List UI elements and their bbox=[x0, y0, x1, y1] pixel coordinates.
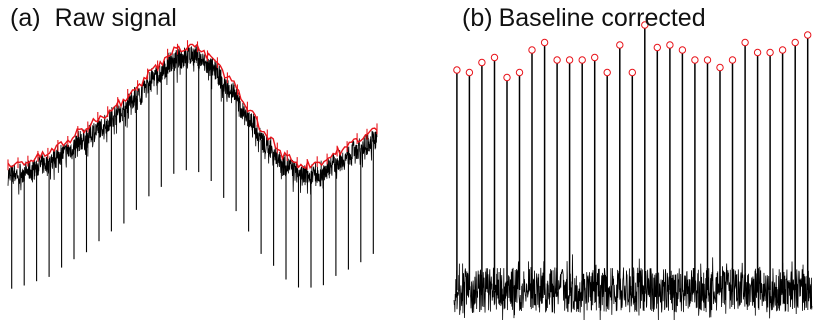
panel-raw-signal: (a) Raw signal bbox=[0, 0, 395, 320]
peak-marker bbox=[503, 73, 511, 82]
peak-marker bbox=[565, 56, 574, 64]
peak-marker bbox=[628, 68, 637, 77]
peak-marker bbox=[641, 21, 649, 29]
peak-marker bbox=[515, 68, 524, 77]
peak-marker bbox=[478, 58, 486, 67]
peak-envelope-line bbox=[7, 43, 378, 169]
panel-baseline-corrected: (b) Baseline corrected bbox=[440, 0, 815, 320]
peak-marker bbox=[603, 68, 611, 77]
peak-marker bbox=[490, 53, 499, 62]
baseline-corrected-plot bbox=[453, 21, 813, 320]
panel-b-title-text: Baseline corrected bbox=[498, 4, 706, 32]
peak-marker bbox=[591, 53, 599, 62]
peak-marker bbox=[528, 46, 536, 54]
peak-marker bbox=[791, 38, 799, 47]
peak-marker bbox=[653, 43, 662, 52]
peak-marker bbox=[804, 31, 812, 39]
peak-marker bbox=[678, 46, 687, 54]
peak-marker bbox=[716, 63, 724, 72]
panel-a-title: (a) Raw signal bbox=[10, 4, 177, 33]
peak-marker bbox=[778, 46, 787, 54]
peak-marker bbox=[453, 66, 461, 74]
peak-marker bbox=[691, 56, 699, 64]
peak-marker bbox=[766, 48, 774, 57]
panel-b-label: (b) bbox=[462, 4, 493, 32]
panel-b-title: (b) Baseline corrected bbox=[462, 4, 706, 33]
peak-marker bbox=[465, 68, 474, 77]
panel-a-label: (a) bbox=[10, 4, 41, 32]
peak-marker bbox=[728, 56, 737, 64]
raw-signal-line bbox=[7, 45, 378, 195]
peak-marker bbox=[753, 48, 762, 57]
peak-marker bbox=[741, 38, 749, 47]
peak-marker bbox=[578, 56, 586, 64]
peak-marker bbox=[616, 41, 624, 49]
peak-marker bbox=[553, 56, 561, 64]
panel-a-title-text: Raw signal bbox=[54, 4, 177, 32]
peak-marker bbox=[703, 56, 712, 64]
peak-marker bbox=[540, 38, 549, 47]
raw-signal-plot bbox=[7, 40, 378, 289]
peak-marker bbox=[666, 41, 674, 49]
